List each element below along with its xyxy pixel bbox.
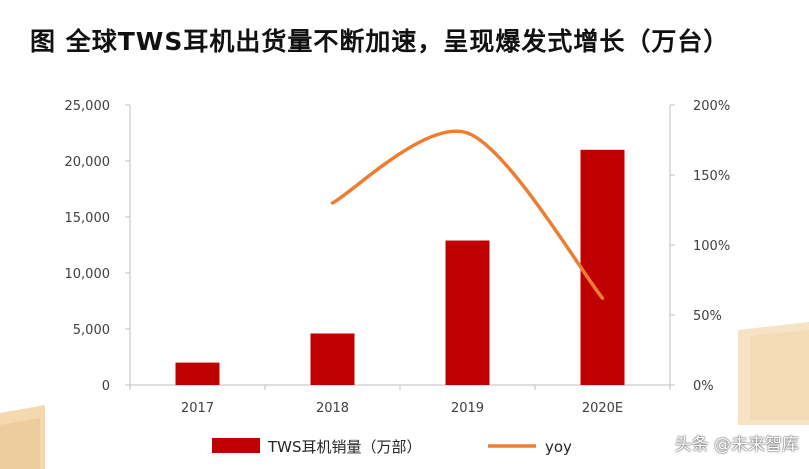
right-axis-tick-label: 200% — [693, 99, 730, 114]
left-axis-tick-label: 15,000 — [65, 211, 111, 226]
legend-label-line: yoy — [545, 438, 572, 456]
legend-swatch-bar — [212, 438, 260, 453]
left-axis-tick-label: 10,000 — [65, 267, 111, 282]
right-axis-tick-label: 150% — [693, 169, 730, 184]
decorative-wood-corner-right — [738, 322, 809, 425]
watermark: 头条 @未来智库 — [674, 435, 799, 455]
right-axis-tick-label: 100% — [693, 239, 730, 254]
yoy-line-series — [330, 129, 605, 300]
left-axis-tick-label: 25,000 — [65, 99, 111, 114]
chart-title: 图 全球TWS耳机出货量不断加速，呈现爆发式增长（万台） — [30, 27, 730, 56]
bar — [175, 362, 220, 385]
decorative-wood-corner-left — [0, 405, 45, 469]
legend-label-bar: TWS耳机销量（万部） — [267, 438, 422, 456]
chart-legend: TWS耳机销量（万部） yoy — [212, 438, 572, 456]
chart-axes: 0 5,000 10,000 15,000 20,000 25,000 0% 50% 100% 1… — [65, 99, 731, 416]
bar — [310, 333, 355, 385]
right-axis-tick-label: 50% — [693, 309, 722, 324]
bar-series — [175, 149, 625, 385]
left-axis-tick-label: 0 — [102, 379, 110, 394]
x-axis-tick-label: 2018 — [316, 401, 349, 416]
right-axis-tick-label: 0% — [693, 379, 714, 394]
bar — [445, 240, 490, 385]
left-axis-tick-label: 5,000 — [73, 323, 110, 338]
yoy-line — [330, 129, 605, 300]
x-axis-tick-label: 2020E — [582, 401, 623, 416]
x-axis-tick-label: 2019 — [451, 401, 484, 416]
left-axis-tick-label: 20,000 — [65, 155, 111, 170]
x-axis-tick-label: 2017 — [181, 401, 214, 416]
bar — [580, 149, 625, 385]
